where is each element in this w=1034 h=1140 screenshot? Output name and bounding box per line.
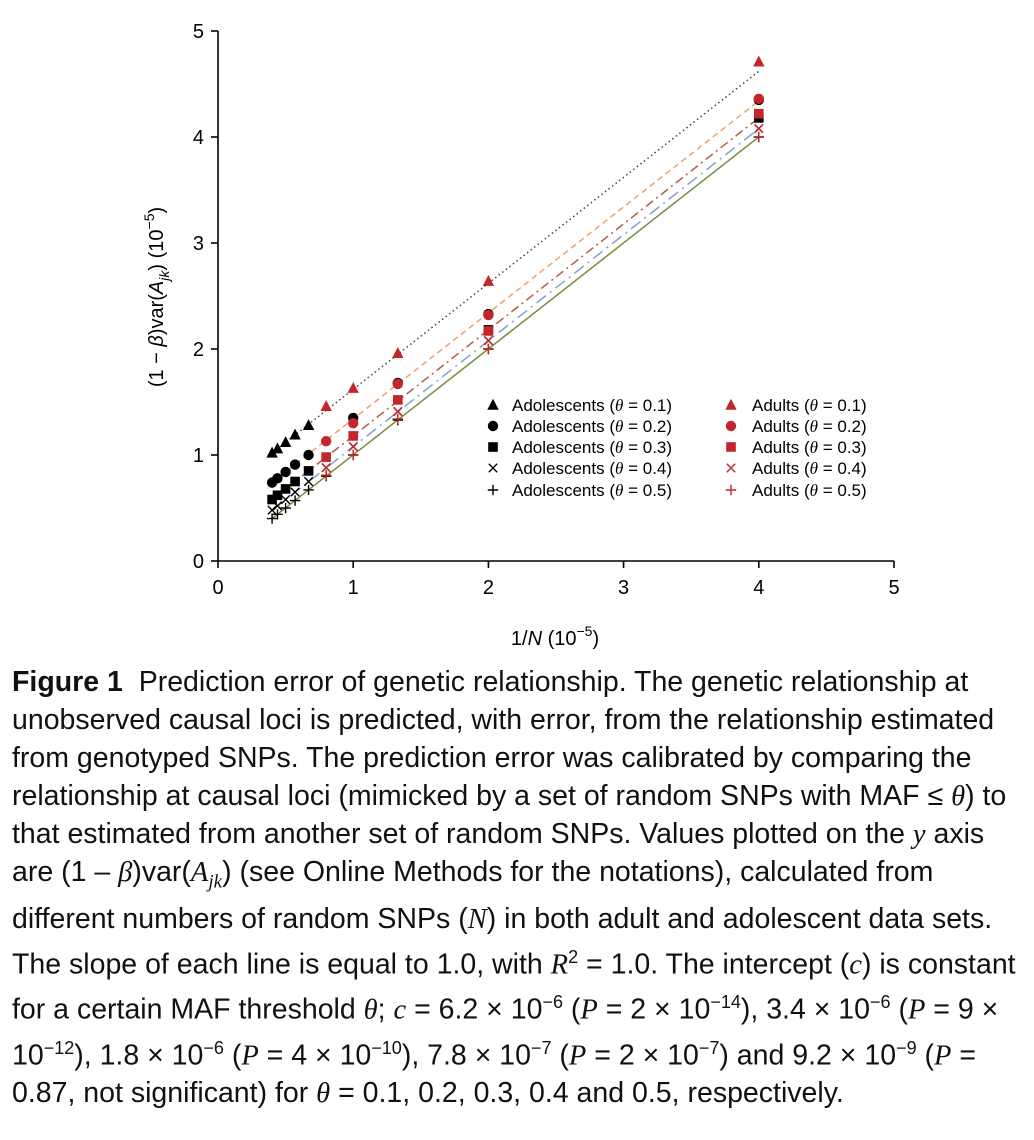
legend-label: Adolescents (θ = 0.5): [512, 481, 672, 500]
data-point: [347, 382, 359, 393]
y-axis-title: (1 − β)var(Ajk) (10−5): [141, 207, 172, 387]
data-markers: [266, 55, 765, 524]
data-point: [266, 446, 278, 458]
legend-marker: [725, 484, 737, 496]
axes: 0 1 2 3 4 5 0 1 2 3 4 5: [193, 21, 900, 599]
x-tick-label: 1: [348, 577, 359, 599]
data-point: [753, 55, 765, 67]
data-point: [754, 123, 764, 134]
legend-marker: [726, 442, 736, 452]
data-point: [266, 513, 278, 524]
legend-marker: [487, 484, 499, 496]
data-point: [280, 466, 291, 478]
legend-label: Adolescents (θ = 0.1): [512, 396, 672, 415]
data-point: [290, 476, 300, 487]
figure-caption: Figure 1 Prediction error of genetic rel…: [12, 666, 1016, 1110]
data-point: [320, 400, 332, 411]
data-point: [753, 93, 764, 105]
data-point: [393, 406, 403, 417]
legend-label: Adults (θ = 0.4): [752, 459, 867, 478]
data-point: [289, 495, 301, 506]
data-point: [483, 335, 494, 346]
legend-marker: [488, 442, 498, 452]
data-point: [303, 449, 314, 461]
data-point: [303, 466, 314, 476]
data-point: [393, 395, 403, 405]
data-point: [272, 509, 283, 520]
legend-marker: [487, 398, 499, 410]
x-axis-title: 1/N (10−5): [511, 623, 599, 650]
data-point: [754, 108, 764, 119]
data-point: [392, 378, 404, 390]
data-point: [348, 431, 358, 441]
data-point: [348, 418, 359, 429]
data-point: [392, 347, 404, 358]
legend-label: Adults (θ = 0.3): [752, 438, 867, 457]
y-tick-label: 1: [193, 445, 204, 467]
data-point: [321, 452, 331, 462]
data-point: [302, 419, 315, 431]
data-point: [289, 459, 301, 470]
axis-titles: 1/N (10−5) (1 − β)var(Ajk) (10−5): [141, 207, 599, 650]
y-tick-label: 0: [193, 551, 204, 573]
data-point: [267, 494, 277, 505]
legend-label: Adults (θ = 0.1): [752, 396, 867, 415]
data-point: [280, 502, 291, 514]
legend-label: Adolescents (θ = 0.3): [512, 438, 672, 457]
data-point: [272, 501, 283, 511]
legend: Adolescents (θ = 0.1) Adolescents (θ = 0.…: [487, 396, 867, 500]
data-point: [280, 484, 291, 494]
data-point: [483, 343, 494, 355]
data-point: [272, 473, 283, 484]
y-tick-label: 3: [193, 233, 204, 255]
data-point: [280, 494, 291, 505]
data-point: [289, 428, 301, 440]
x-tick-label: 5: [888, 577, 899, 599]
legend-marker: [726, 463, 736, 473]
legend-label: Adolescents (θ = 0.4): [512, 459, 672, 478]
data-point: [348, 449, 359, 461]
y-tick-label: 4: [193, 127, 204, 149]
data-point: [267, 505, 277, 515]
data-point: [753, 131, 764, 143]
data-point: [320, 436, 332, 447]
x-tick-label: 4: [753, 577, 764, 599]
data-point: [482, 274, 495, 286]
data-point: [290, 487, 300, 497]
legend-marker: [487, 420, 499, 432]
data-point: [348, 441, 358, 452]
x-tick-label: 3: [618, 577, 629, 599]
legend-marker: [725, 420, 737, 432]
data-point: [483, 309, 494, 321]
data-point: [272, 490, 283, 501]
data-point: [392, 413, 404, 425]
data-point: [271, 442, 284, 454]
y-tick-label: 5: [193, 21, 204, 43]
data-point: [303, 484, 314, 496]
data-point: [279, 436, 292, 447]
legend-label: Adolescents (θ = 0.2): [512, 417, 672, 436]
data-point: [483, 326, 494, 336]
legend-label: Adults (θ = 0.2): [752, 417, 867, 436]
legend-marker: [488, 463, 498, 473]
figure-label: Figure 1: [12, 666, 123, 698]
x-tick-label: 0: [212, 577, 223, 599]
data-point: [321, 463, 331, 473]
x-tick-label: 2: [483, 577, 494, 599]
legend-marker: [725, 398, 737, 410]
data-point: [320, 469, 332, 481]
data-point: [303, 476, 314, 487]
y-tick-label: 2: [193, 339, 204, 361]
legend-label: Adults (θ = 0.5): [752, 481, 867, 500]
